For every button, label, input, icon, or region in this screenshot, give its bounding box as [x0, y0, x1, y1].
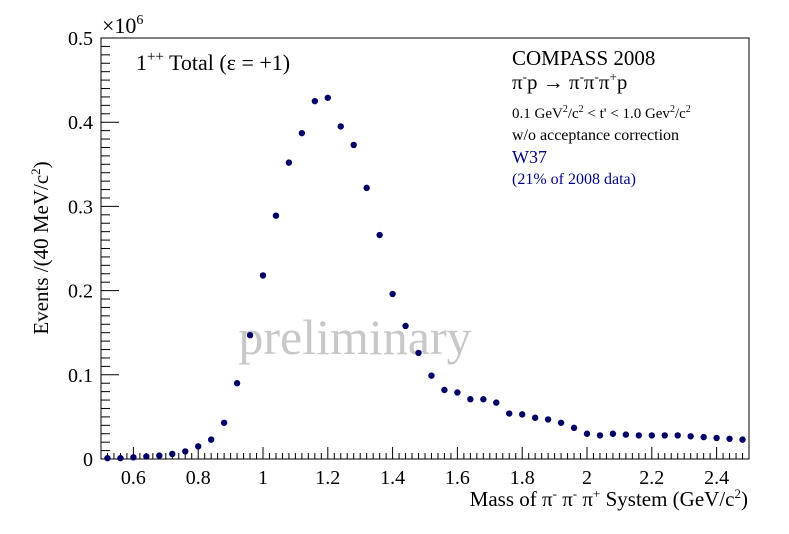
data-point [233, 380, 241, 387]
data-point [557, 419, 565, 426]
data-point [337, 123, 344, 130]
data-point [622, 431, 630, 438]
data-point [739, 436, 746, 443]
data-point [596, 432, 604, 439]
data-point [182, 448, 189, 455]
data-point [259, 272, 267, 279]
x-tick-label: 1.8 [510, 467, 535, 489]
x-tick-label: 1.2 [315, 467, 340, 489]
x-axis-ticks: 0.6 0.8 1 1.2 1.4 1.6 1.8 2 2.2 2.4 [100, 447, 750, 489]
data-point [117, 454, 124, 462]
data-point [402, 322, 409, 330]
y-tick-label: 0.2 [68, 281, 93, 303]
experiment-label: COMPASS 2008 [512, 46, 655, 70]
y-axis-label: Events /(40 MeV/c2) [28, 161, 53, 334]
data-point [376, 231, 383, 239]
data-point [700, 433, 707, 441]
data-point [493, 399, 500, 406]
data-point [195, 443, 202, 450]
data-point [415, 349, 422, 357]
t-cut-label: 0.1 GeV2/c2 < t' < 1.0 Gev2/c2 [512, 104, 691, 122]
data-point [207, 436, 215, 443]
data-point [570, 424, 578, 432]
data-point [169, 450, 176, 458]
data-point [350, 141, 357, 149]
data-point [130, 454, 137, 461]
data-point [220, 419, 228, 426]
data-point [687, 433, 694, 440]
data-point [648, 432, 655, 439]
plot-frame [100, 37, 750, 460]
data-points [104, 94, 746, 462]
data-point [713, 434, 720, 442]
data-point [519, 411, 526, 418]
data-point [298, 129, 306, 137]
x-tick-label: 0.6 [121, 467, 146, 489]
y-tick-label: 0.3 [68, 196, 93, 218]
x-tick-label: 2.4 [704, 467, 729, 489]
data-point [441, 386, 448, 394]
acceptance-label: w/o acceptance correction [512, 127, 679, 144]
y-multiplier: ×106 [102, 13, 143, 38]
data-point [467, 396, 474, 403]
x-tick-label: 2.2 [639, 467, 664, 489]
data-point [454, 389, 461, 396]
data-point [272, 212, 280, 219]
data-point [635, 432, 643, 439]
x-tick-label: 2 [582, 467, 592, 489]
wave-set-label: W37 [512, 147, 547, 167]
data-point [544, 416, 552, 423]
data-point [583, 430, 591, 437]
x-axis-label: Mass of π- π- π+ System (GeV/c2) [470, 486, 748, 511]
y-tick-label: 0.5 [68, 28, 93, 50]
watermark-preliminary: preliminary [238, 309, 471, 365]
data-point [143, 453, 150, 460]
y-axis-ticks: 0 0.1 0.2 0.3 0.4 0.5 [68, 28, 119, 471]
data-point [389, 290, 396, 298]
data-point [506, 410, 513, 417]
data-point [428, 372, 435, 379]
data-point [531, 414, 539, 421]
data-point [246, 332, 254, 339]
data-point [674, 432, 681, 439]
data-point [363, 184, 370, 192]
data-point [480, 396, 487, 403]
y-tick-label: 0.1 [68, 365, 93, 387]
data-point [156, 452, 163, 459]
legend-title: 1++ Total (ε = +1) [136, 49, 290, 75]
x-tick-label: 1.4 [380, 467, 405, 489]
data-point [104, 454, 111, 462]
y-tick-label: 0.4 [68, 112, 93, 134]
y-tick-label: 0 [83, 449, 93, 471]
x-tick-label: 1.6 [445, 467, 470, 489]
data-point [609, 430, 617, 437]
x-tick-label: 1 [258, 467, 268, 489]
data-point [311, 97, 319, 105]
reaction-label: π-p → π-π-π+p [512, 69, 627, 94]
data-point [726, 435, 733, 442]
data-point [285, 159, 293, 166]
data-fraction-label: (21% of 2008 data) [512, 171, 636, 188]
x-tick-label: 0.8 [186, 467, 211, 489]
data-point [661, 432, 668, 439]
data-point [324, 94, 331, 101]
